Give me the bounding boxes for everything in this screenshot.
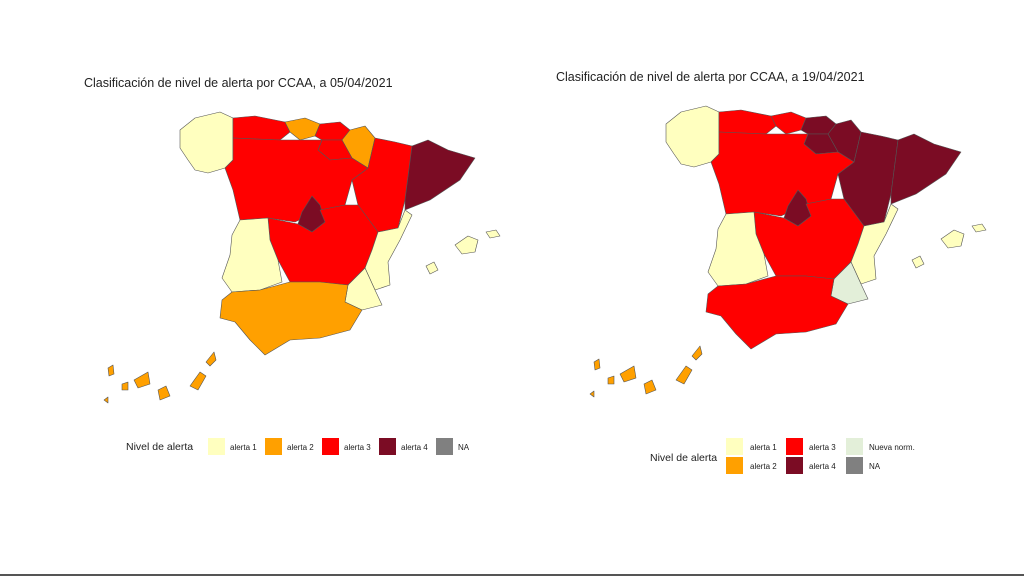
region-cantabria <box>284 117 321 141</box>
legend-swatch-na <box>846 457 863 474</box>
region-baleares-mallorca <box>454 235 479 255</box>
region-baleares-menorca <box>485 229 501 239</box>
legend-label: alerta 1 <box>230 443 257 452</box>
legend-title: Nivel de alerta <box>650 452 718 464</box>
region-andalucia <box>219 281 363 356</box>
legend-title: Nivel de alerta <box>126 441 194 453</box>
legend-label: Nueva norm. <box>869 443 915 452</box>
map-title: Clasificación de nivel de alerta por CCA… <box>84 76 393 90</box>
spain-map <box>103 111 501 404</box>
map-title: Clasificación de nivel de alerta por CCA… <box>556 70 865 84</box>
region-canarias-2 <box>607 375 615 385</box>
region-canarias-6 <box>691 345 703 361</box>
legend-label: alerta 1 <box>750 443 777 452</box>
legend-swatch-alerta-1 <box>726 438 743 455</box>
region-baleares-ibiza <box>425 261 439 275</box>
region-galicia <box>665 105 720 168</box>
region-canarias-3 <box>619 365 637 383</box>
legend-label: alerta 3 <box>809 443 836 452</box>
region-canarias-2 <box>121 381 129 391</box>
region-canarias-7 <box>103 396 109 404</box>
region-valencia <box>364 209 413 291</box>
legend-swatch-alerta-4 <box>786 457 803 474</box>
legend-swatch-alerta-2 <box>265 438 282 455</box>
legend-label: alerta 4 <box>809 462 836 471</box>
region-galicia <box>179 111 234 174</box>
region-cataluna <box>890 133 962 205</box>
region-valencia <box>850 203 899 285</box>
legend-label: NA <box>458 443 470 452</box>
legend-label: alerta 3 <box>344 443 371 452</box>
map-panel-1904: Clasificación de nivel de alerta por CCA… <box>512 0 1024 576</box>
legend-swatch-na <box>436 438 453 455</box>
region-canarias-1 <box>107 364 115 377</box>
region-canarias-5 <box>189 371 207 391</box>
legend-label: alerta 2 <box>750 462 777 471</box>
spain-map <box>589 105 987 398</box>
map-panel-0504: Clasificación de nivel de alerta por CCA… <box>84 76 501 455</box>
region-canarias-5 <box>675 365 693 385</box>
region-canarias-4 <box>643 379 657 395</box>
bottom-divider <box>0 574 1024 576</box>
region-canarias-7 <box>589 390 595 398</box>
region-castilla-leon <box>224 137 369 223</box>
region-canarias-1 <box>593 358 601 371</box>
region-castilla-leon <box>710 131 855 217</box>
region-canarias-3 <box>133 371 151 389</box>
legend-label: alerta 2 <box>287 443 314 452</box>
region-baleares-ibiza <box>911 255 925 269</box>
legend-label: alerta 4 <box>401 443 428 452</box>
legend-swatch-alerta-1 <box>208 438 225 455</box>
legend-swatch-alerta-3 <box>322 438 339 455</box>
region-baleares-menorca <box>971 223 987 233</box>
legend-swatch-nueva-norm <box>846 438 863 455</box>
legend-label: NA <box>869 462 881 471</box>
legend-swatch-alerta-2 <box>726 457 743 474</box>
region-cantabria <box>770 111 807 135</box>
region-cataluna <box>404 139 476 211</box>
region-canarias-4 <box>157 385 171 401</box>
region-asturias <box>718 109 777 135</box>
region-canarias-6 <box>205 351 217 367</box>
legend-swatch-alerta-3 <box>786 438 803 455</box>
region-asturias <box>232 115 291 141</box>
region-andalucia <box>705 275 849 350</box>
legend-swatch-alerta-4 <box>379 438 396 455</box>
region-baleares-mallorca <box>940 229 965 249</box>
